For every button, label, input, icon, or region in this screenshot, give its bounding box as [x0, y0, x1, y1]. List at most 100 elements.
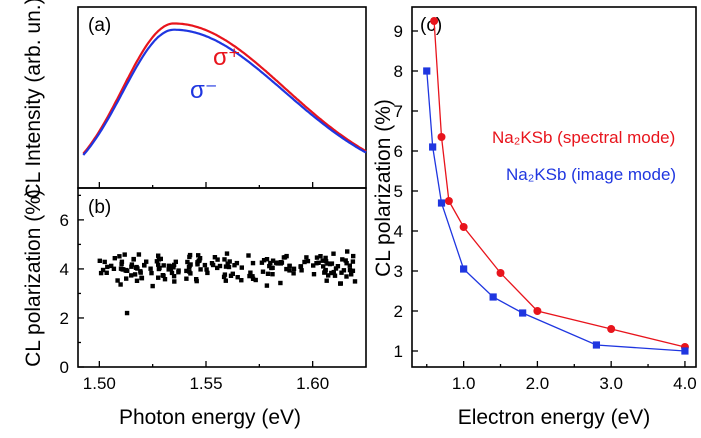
data-point	[338, 281, 343, 286]
marker-spectral	[437, 133, 446, 141]
data-point	[282, 255, 288, 260]
panel-b-ytick-label: 2	[60, 309, 69, 328]
panel-a-label: (a)	[88, 15, 111, 36]
data-point	[260, 269, 266, 274]
data-point	[261, 258, 267, 263]
data-point	[221, 274, 227, 280]
data-point	[267, 263, 272, 269]
data-point	[265, 271, 271, 276]
panel-b-ytick-label: 0	[60, 358, 69, 377]
data-point	[329, 261, 335, 266]
data-point	[351, 253, 356, 259]
series-line-image	[426, 70, 685, 352]
data-point	[345, 249, 350, 254]
panel-c-frame	[411, 6, 697, 368]
data-point	[324, 278, 329, 283]
marker-image	[437, 199, 446, 207]
data-point	[264, 283, 270, 288]
data-point	[133, 265, 139, 270]
data-point	[158, 256, 163, 262]
marker-image	[592, 341, 601, 349]
data-point	[161, 263, 166, 268]
data-point	[196, 258, 201, 264]
panel-b-points	[97, 249, 358, 316]
data-point	[227, 259, 232, 264]
data-point	[279, 260, 285, 265]
data-point	[311, 263, 316, 268]
data-point	[149, 270, 154, 276]
marker-image	[429, 143, 437, 151]
panel-c-series	[423, 17, 689, 355]
data-point	[332, 273, 338, 278]
data-point	[171, 262, 177, 268]
data-point	[98, 270, 104, 276]
data-point	[323, 255, 328, 261]
data-point	[156, 253, 161, 258]
marker-image	[423, 67, 431, 75]
data-point	[112, 256, 117, 261]
data-point	[124, 276, 129, 281]
data-point	[287, 263, 292, 268]
data-point	[162, 277, 168, 282]
data-point	[105, 264, 110, 270]
panel-a-ticks	[98, 182, 314, 188]
data-point	[122, 252, 127, 257]
marker-spectral	[533, 307, 542, 315]
series-line-spectral	[433, 20, 686, 348]
data-point	[232, 263, 237, 268]
data-point	[156, 266, 162, 272]
data-point	[184, 276, 189, 281]
data-point	[119, 259, 125, 264]
data-point	[259, 260, 265, 265]
sigma-minus-label: σ⁻	[190, 77, 217, 104]
data-point	[333, 266, 339, 271]
panel-a: (a) σ⁺ σ⁻ CL Intensity (arb. un.)	[22, 0, 367, 199]
data-point	[171, 265, 176, 270]
panel-c-ytick-label: 8	[394, 62, 403, 81]
data-point	[270, 272, 275, 277]
data-point	[287, 268, 292, 273]
panel-c-ytick-label: 9	[394, 22, 403, 41]
data-point	[195, 262, 200, 267]
data-point	[335, 264, 341, 269]
data-point-outlier	[124, 310, 130, 316]
data-point	[198, 267, 203, 272]
data-point	[339, 270, 344, 275]
panel-a-curves	[82, 22, 367, 156]
data-point	[104, 270, 109, 275]
panel-a-frame	[77, 6, 367, 189]
panel-b-ylabel: CL polarization (%)	[22, 189, 45, 367]
data-point	[250, 260, 256, 266]
data-point	[226, 264, 232, 270]
data-point	[188, 262, 193, 267]
data-point	[321, 264, 326, 269]
data-point	[291, 271, 296, 276]
data-point	[250, 276, 256, 281]
data-point	[270, 265, 275, 270]
data-point	[284, 266, 289, 272]
data-point	[109, 263, 114, 269]
data-point	[316, 260, 321, 265]
data-point	[253, 277, 258, 283]
data-point	[320, 258, 325, 263]
panel-c-ticks: 1.0 2.0 3.0 4.0 1 2 3 4 5 6 7 8 9	[394, 22, 697, 393]
data-point	[173, 259, 178, 264]
data-point	[314, 255, 320, 260]
panel-a-ylabel: CL Intensity (arb. un.)	[22, 0, 45, 199]
panel-c-ytick-label: 2	[394, 302, 403, 321]
marker-spectral	[607, 325, 616, 333]
panel-b-ytick-label: 6	[60, 211, 69, 230]
data-point	[350, 268, 356, 273]
data-point	[322, 270, 327, 275]
data-point	[111, 266, 117, 271]
data-point	[121, 267, 126, 272]
panel-b-frame	[77, 187, 367, 368]
panel-b: (b) 1.50 1.55 1.60 0 2 4 6 CL polarization (%)…	[22, 187, 367, 429]
data-point	[187, 252, 193, 258]
legend-spectral-mode: Na₂KSb (spectral mode)	[492, 128, 675, 147]
data-point	[239, 265, 244, 270]
marker-image	[489, 293, 497, 301]
data-point	[224, 251, 230, 256]
panel-b-xlabel: Photon energy (eV)	[119, 406, 301, 429]
panel-c-ytick-label: 6	[394, 142, 403, 161]
